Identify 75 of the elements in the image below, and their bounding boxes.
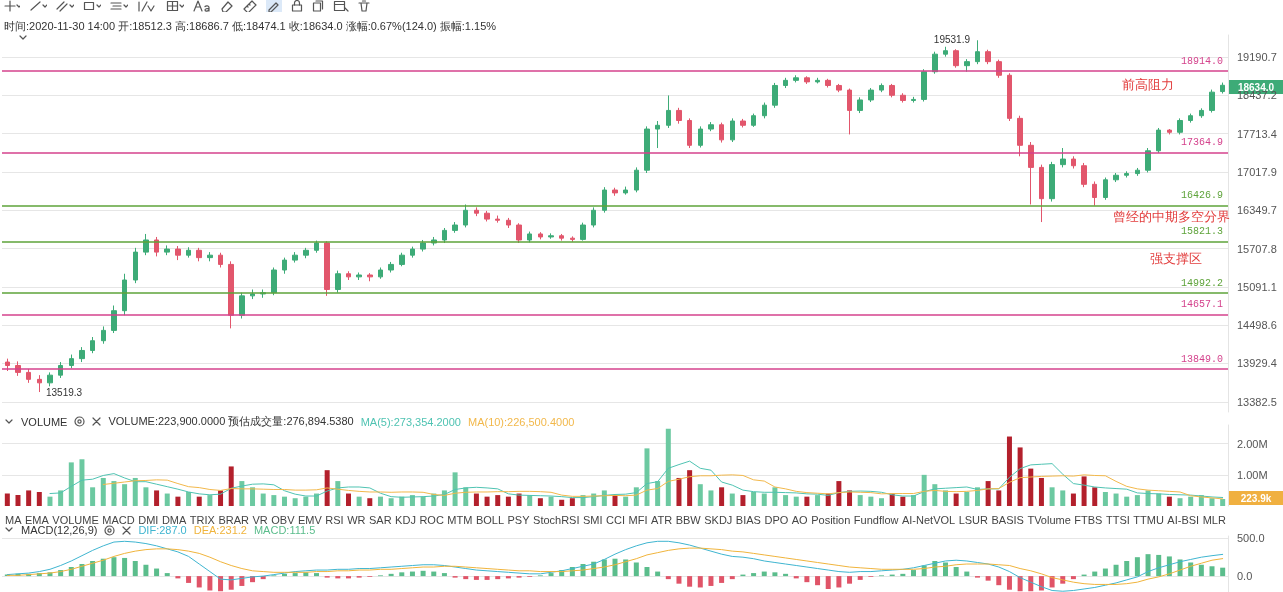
ref-line-label: 13849.0 [1180, 353, 1223, 365]
text: TRIX [189, 514, 215, 526]
text: CCI [606, 514, 626, 526]
y-tick-label: 16349.7 [1237, 204, 1277, 217]
text: MLR [1202, 514, 1226, 526]
y-tick-label: 15091.1 [1237, 280, 1277, 293]
text: LSUR [958, 514, 988, 526]
ref-line-label: 18914.0 [1180, 55, 1223, 67]
text: DPO [764, 514, 789, 526]
y-tick-label: 17017.9 [1237, 166, 1277, 179]
text: Position [811, 514, 851, 526]
text: BOLL [475, 514, 505, 526]
text: Fundflow [853, 514, 899, 526]
y-tick-label: 19190.7 [1237, 51, 1277, 64]
text: AI-NetVOL [901, 514, 956, 526]
y-tick-label: 0.0 [1237, 570, 1253, 583]
ref-line-label: 16426.9 [1180, 190, 1223, 202]
text: DMI [138, 514, 159, 526]
text: EMA [25, 514, 49, 526]
y-tick-label: 1.00M [1237, 468, 1268, 481]
chart-title: MACD(12,26,9) [21, 524, 98, 536]
annotation: 前高阻力 [1122, 76, 1174, 92]
text: VR [252, 514, 268, 526]
text: ATR [650, 514, 673, 526]
annotation: 13519.3 [46, 386, 83, 398]
text: MA [5, 514, 22, 526]
text: TTSI [1105, 514, 1130, 526]
text: BASIS [991, 514, 1024, 526]
text: OBV [271, 514, 295, 526]
text: AO [791, 514, 808, 526]
ref-line-label: 14657.1 [1180, 299, 1223, 311]
y-tick-label: 14498.6 [1237, 319, 1277, 332]
series-label: DEA:231.2 [193, 524, 247, 536]
text: FTBS [1074, 514, 1103, 526]
y-tick-label: 500.0 [1237, 532, 1265, 545]
text: DMA [161, 514, 187, 526]
text: BRAR [218, 514, 249, 526]
text: BIAS [735, 514, 761, 526]
ref-line-label: 14992.2 [1180, 277, 1223, 289]
text: RSI [325, 514, 344, 526]
text: BBW [675, 514, 701, 526]
text: TVolume [1027, 514, 1071, 526]
text: WR [347, 514, 366, 526]
y-tick-label: 13382.5 [1237, 395, 1277, 408]
text: StochRSI [533, 514, 580, 526]
ref-line-label: 17364.9 [1180, 137, 1223, 149]
chart-subtitle: VOLUME:223,900.0000 预估成交量:276,894.5380 [108, 414, 354, 429]
text: MTM [447, 514, 473, 526]
annotation: 19531.9 [933, 33, 971, 45]
chart-title: 时间:2020-11-30 14:00 开:18512.3 高:18686.7 低:18474.1 收:18634.0 涨幅:0.67%(124.0) 振幅:1.15% [4, 19, 497, 34]
text: MFI [628, 514, 648, 526]
text: AI-BSI [1167, 514, 1200, 526]
text: MACD [102, 514, 135, 526]
text: KDJ [395, 514, 416, 526]
y-tick-label: 2.00M [1237, 437, 1268, 450]
chart-title: VOLUME [21, 415, 68, 428]
text: ROC [419, 514, 444, 526]
text: SKDJ [704, 514, 733, 526]
text: EMV [297, 514, 322, 526]
ref-line-label: 15821.3 [1180, 226, 1223, 238]
text: MA(5):273,354.2000 [360, 415, 461, 428]
text: 223.9k [1240, 492, 1272, 504]
text: SMI [583, 514, 603, 526]
text: TTMU [1133, 514, 1164, 526]
y-tick-label: 17713.4 [1237, 127, 1277, 140]
text: MACD:111.5 [253, 524, 316, 536]
text: PSY [507, 514, 530, 526]
text: VOLUME [52, 514, 99, 526]
annotation: 强支撑区 [1150, 250, 1202, 266]
series-label: DIF:287.0 [138, 524, 187, 536]
text: SAR [368, 514, 392, 526]
annotation: 曾经的中期多空分界 [1113, 208, 1230, 224]
y-tick-label: 13929.4 [1237, 357, 1277, 370]
text: MA(10):226,500.4000 [467, 415, 575, 428]
y-tick-label: 15707.8 [1237, 242, 1277, 255]
